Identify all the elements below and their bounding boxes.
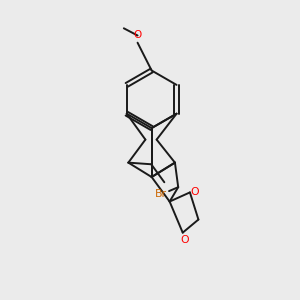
Text: O: O (191, 187, 200, 197)
Text: Br: Br (155, 189, 167, 200)
Text: O: O (134, 30, 142, 40)
Text: O: O (181, 235, 189, 245)
